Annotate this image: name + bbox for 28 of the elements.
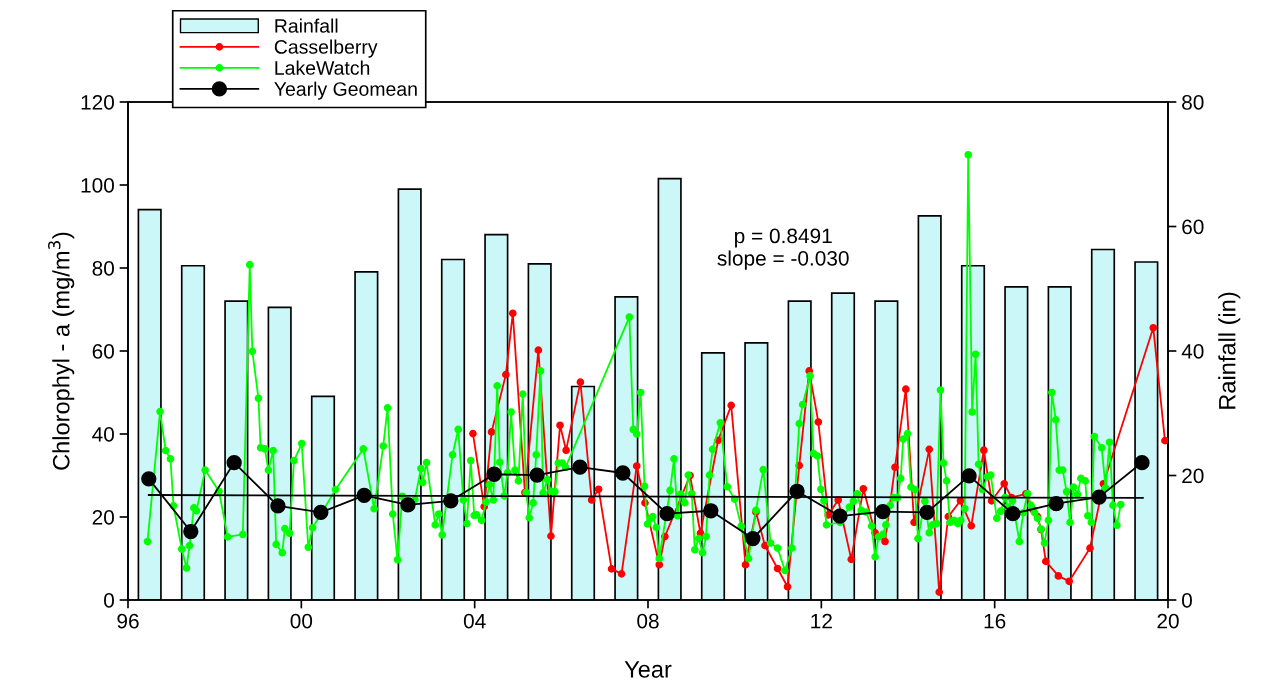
annotation: p = 0.8491 [735, 228, 832, 248]
y2-tick-label: 40 [1181, 344, 1204, 359]
x-tick-label: 16 [984, 613, 1006, 629]
y-axis-title: Chlorophyl - a (mg/m$^{3}$) [48, 232, 75, 470]
legend-label: Yearly Geomean [274, 81, 417, 100]
x-tick-label: 08 [637, 613, 659, 629]
legend-label: Rainfall [275, 18, 338, 33]
annotation: slope = -0.030 [717, 250, 849, 270]
legend-label: Casselberry [274, 39, 378, 58]
x-tick-label: 12 [811, 613, 832, 629]
x-tick-label: 04 [463, 613, 486, 629]
y2-tick-label: 60 [1182, 219, 1204, 235]
y-tick-label: 80 [92, 261, 114, 276]
y-tick-label: 60 [92, 344, 114, 359]
y2-tick-label: 0 [1182, 593, 1192, 608]
legend-label: LakeWatch [275, 60, 370, 75]
y2-tick-label: 80 [1182, 95, 1204, 110]
x-axis-title: Year [624, 661, 672, 678]
x-tick-label: 00 [290, 613, 313, 629]
x-tick-label: 96 [117, 613, 139, 629]
y-tick-label: 120 [81, 95, 114, 110]
y2-tick-label: 20 [1182, 468, 1204, 484]
y-tick-label: 20 [92, 510, 114, 525]
y-tick-label: 0 [104, 593, 114, 608]
y2-axis-title: Rainfall (in) [1218, 292, 1241, 409]
y-tick-label: 40 [92, 427, 114, 442]
x-tick-label: 20 [1157, 613, 1179, 629]
y-tick-label: 100 [81, 178, 114, 193]
